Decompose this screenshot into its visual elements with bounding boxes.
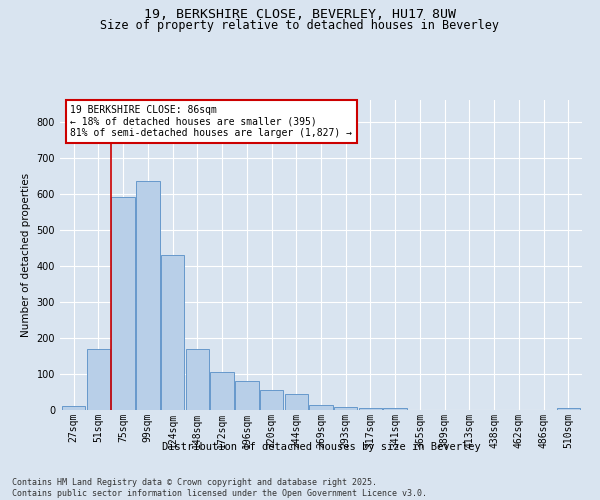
Text: Size of property relative to detached houses in Beverley: Size of property relative to detached ho… (101, 18, 499, 32)
Bar (260, 390, 283, 410)
Bar (112, 198, 135, 410)
Bar (383, 408, 407, 410)
Bar (136, 181, 160, 410)
Bar (210, 372, 234, 410)
Y-axis label: Number of detached properties: Number of detached properties (21, 173, 31, 337)
Text: 19, BERKSHIRE CLOSE, BEVERLEY, HU17 8UW: 19, BERKSHIRE CLOSE, BEVERLEY, HU17 8UW (144, 8, 456, 20)
Bar (235, 381, 259, 410)
Bar (62, 406, 85, 410)
Bar (334, 407, 358, 410)
Bar (86, 348, 110, 410)
Bar (309, 404, 333, 410)
Text: 19 BERKSHIRE CLOSE: 86sqm
← 18% of detached houses are smaller (395)
81% of semi: 19 BERKSHIRE CLOSE: 86sqm ← 18% of detac… (70, 104, 352, 138)
Text: Distribution of detached houses by size in Beverley: Distribution of detached houses by size … (161, 442, 481, 452)
Text: Contains HM Land Registry data © Crown copyright and database right 2025.
Contai: Contains HM Land Registry data © Crown c… (12, 478, 427, 498)
Bar (284, 394, 308, 410)
Bar (185, 348, 209, 410)
Bar (161, 255, 184, 410)
Bar (557, 408, 580, 410)
Bar (359, 408, 382, 410)
